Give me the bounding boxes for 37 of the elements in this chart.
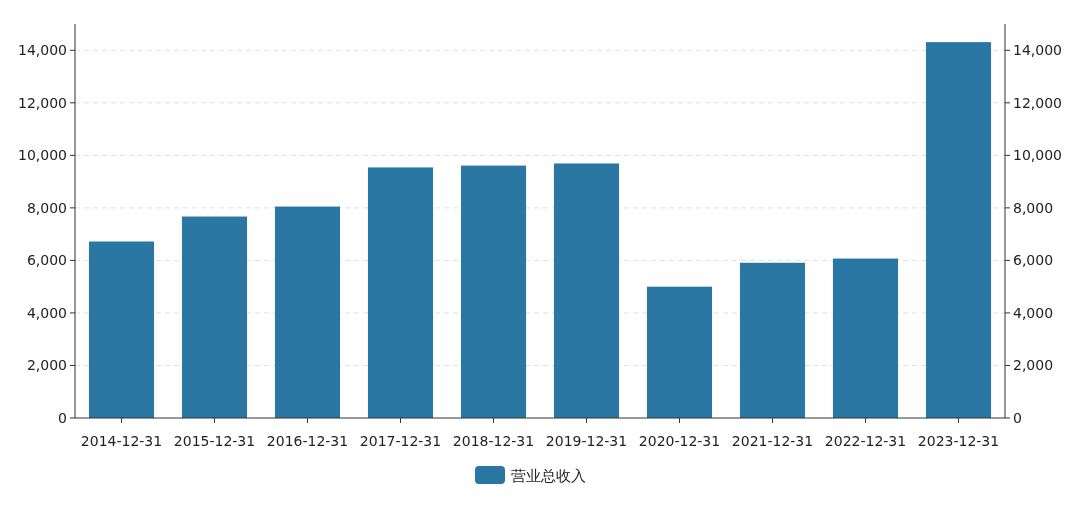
y2-tick-label: 6,000 [1013, 252, 1054, 269]
y2-tick-label: 10,000 [1013, 147, 1062, 164]
y-tick-label: 8,000 [26, 199, 67, 216]
y-tick-label: 14,000 [18, 42, 67, 59]
legend-label: 营业总收入 [511, 467, 586, 485]
bar [460, 165, 527, 418]
y2-tick-label: 14,000 [1013, 42, 1062, 59]
x-tick-label: 2019-12-31 [545, 433, 628, 449]
bar [739, 262, 806, 418]
x-tick-label: 2016-12-31 [266, 433, 349, 449]
x-tick-label: 2014-12-31 [80, 433, 163, 449]
y-tick-label: 10,000 [18, 147, 67, 164]
y-tick-label: 2,000 [26, 357, 67, 374]
y2-tick-label: 8,000 [1013, 199, 1054, 216]
bar [553, 163, 620, 418]
y-tick-label: 0 [58, 410, 67, 426]
y2-tick-label: 0 [1013, 410, 1022, 426]
x-tick-label: 2015-12-31 [173, 433, 256, 449]
bar [367, 167, 434, 418]
bar [181, 216, 248, 418]
bar [646, 286, 713, 418]
x-tick-label: 2023-12-31 [917, 433, 1000, 449]
y-tick-label: 6,000 [26, 252, 67, 269]
bar [274, 206, 341, 418]
x-tick-label: 2020-12-31 [638, 433, 721, 449]
bar [832, 258, 899, 418]
y2-tick-label: 4,000 [1013, 304, 1054, 321]
y2-tick-label: 2,000 [1013, 357, 1054, 374]
bar [88, 241, 155, 418]
bar [925, 42, 992, 418]
y-tick-label: 4,000 [26, 304, 67, 321]
x-tick-label: 2022-12-31 [824, 433, 907, 449]
y2-tick-label: 12,000 [1013, 94, 1062, 111]
x-tick-label: 2017-12-31 [359, 433, 442, 449]
x-tick-label: 2018-12-31 [452, 433, 535, 449]
x-tick-label: 2021-12-31 [731, 433, 814, 449]
y-tick-label: 12,000 [18, 94, 67, 111]
